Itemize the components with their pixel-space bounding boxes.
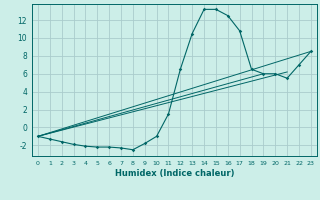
X-axis label: Humidex (Indice chaleur): Humidex (Indice chaleur) bbox=[115, 169, 234, 178]
